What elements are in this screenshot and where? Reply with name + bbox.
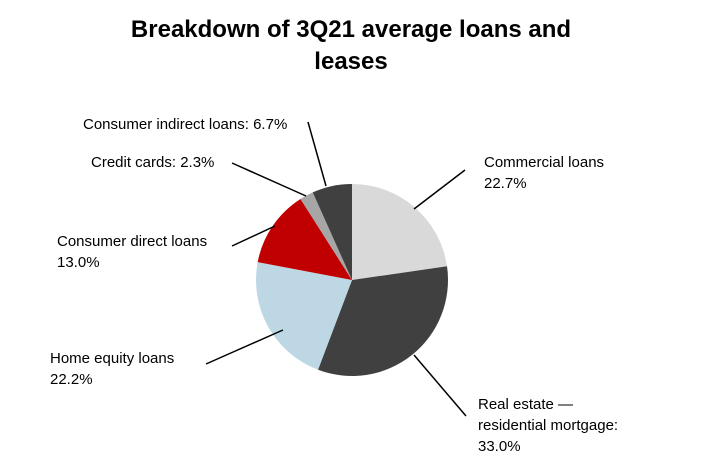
leader-line	[231, 225, 276, 247]
slice-label: Commercial loans 22.7%	[484, 152, 664, 194]
slice-label: Home equity loans 22.2%	[50, 348, 210, 390]
leader-line	[205, 329, 284, 365]
category-label: Consumer indirect loans:	[83, 116, 249, 133]
value-label: 2.3%	[180, 154, 215, 171]
leader-line	[231, 162, 307, 197]
value-label: 22.7%	[484, 175, 527, 192]
chart-title: Breakdown of 3Q21 average loans and leas…	[130, 16, 572, 75]
leader-line	[307, 121, 327, 187]
value-label: 33.0%	[478, 438, 521, 455]
category-label: Commercial loans	[484, 154, 605, 171]
category-label: Home equity loans	[50, 350, 175, 367]
pie-slice	[352, 184, 448, 280]
slice-label: Consumer indirect loans: 6.7%	[83, 114, 323, 135]
slice-label: Consumer direct loans 13.0%	[57, 231, 237, 273]
value-label: 13.0%	[57, 254, 100, 271]
slice-label: Real estate — residential mortgage: 33.0…	[478, 394, 638, 457]
slice-label: Credit cards: 2.3%	[91, 152, 271, 173]
leader-line	[413, 354, 467, 417]
pie-slice	[256, 262, 352, 370]
category-label: Consumer direct loans	[57, 233, 208, 250]
pie-slice	[318, 266, 449, 376]
value-label: 6.7%	[253, 116, 288, 133]
leader-line	[413, 169, 466, 210]
value-label: 22.2%	[50, 371, 93, 388]
category-label: Credit cards:	[91, 154, 177, 171]
category-label: Real estate — residential mortgage:	[478, 396, 619, 434]
pie-slice	[257, 198, 352, 280]
pie-slice	[300, 192, 352, 280]
pie-slice	[312, 184, 352, 280]
